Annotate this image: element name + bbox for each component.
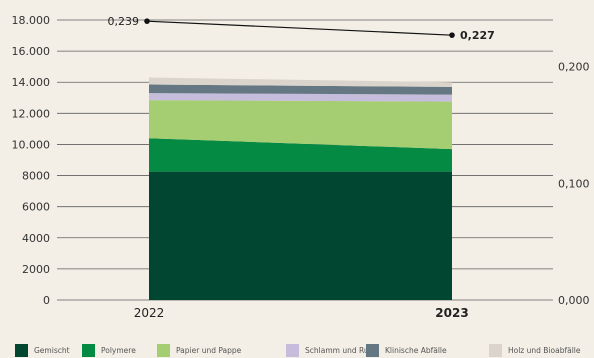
- y-left-tick-label: 6000: [22, 201, 50, 214]
- y-right-tick-label: 0,000: [558, 294, 590, 307]
- x-tick-label: 2022: [134, 306, 165, 320]
- legend-label: Gemischt: [34, 346, 70, 355]
- line-data-label: 0,227: [460, 29, 495, 42]
- y-left-tick-label: 2000: [22, 263, 50, 276]
- legend-item: Gemischt: [15, 344, 70, 357]
- legend-swatch: [157, 344, 170, 357]
- line-point: [144, 18, 150, 24]
- legend-label: Schlamm und Ruß: [305, 346, 374, 355]
- line-data-label: 0,239: [108, 15, 140, 28]
- left-axis-ticks: 0 2000 4000 6000 8000 10.000 12.000 14.000 16.00…: [12, 14, 51, 307]
- legend-item: Schlamm und Ruß: [286, 344, 373, 357]
- x-tick-label: 2023: [435, 306, 468, 320]
- area-schlamm-und-ru-: [149, 93, 452, 102]
- y-right-tick-label: 0,100: [558, 177, 590, 190]
- legend-label: Holz und Bioabfälle: [508, 346, 581, 355]
- y-left-tick-label: 14.000: [12, 76, 51, 89]
- line-point: [449, 32, 455, 38]
- y-left-tick-label: 10.000: [12, 138, 51, 151]
- area-klinische-abf-lle: [149, 84, 452, 95]
- legend-swatch: [366, 344, 379, 357]
- legend-swatch: [82, 344, 95, 357]
- y-left-tick-label: 8000: [22, 170, 50, 183]
- legend-item: Papier und Pappe: [157, 344, 241, 357]
- legend-swatch: [15, 344, 28, 357]
- y-left-tick-label: 18.000: [12, 14, 51, 27]
- area-holz-und-bioabf-lle: [149, 77, 452, 87]
- legend-item: Klinische Abfälle: [366, 344, 447, 357]
- y-left-tick-label: 0: [43, 294, 50, 307]
- intensity-line: 0,239 0,227: [108, 15, 495, 42]
- line-segment: [146, 20, 453, 36]
- legend-swatch: [489, 344, 502, 357]
- legend-item: Holz und Bioabfälle: [489, 344, 580, 357]
- stacked-areas: [149, 77, 452, 300]
- legend: Gemischt Polymere Papier und Pappe Schlamm …: [0, 340, 594, 358]
- right-axis-ticks: 0,000 0,100 0,200: [558, 61, 590, 307]
- y-left-tick-label: 4000: [22, 232, 50, 245]
- area-papier-und-pappe: [149, 100, 452, 150]
- area-gemischt: [149, 171, 452, 300]
- area-polymere: [149, 138, 452, 172]
- y-left-tick-label: 16.000: [12, 45, 51, 58]
- legend-label: Papier und Pappe: [176, 346, 242, 355]
- waste-chart: 0 2000 4000 6000 8000 10.000 12.000 14.000 16.00…: [12, 14, 590, 320]
- y-left-tick-label: 12.000: [12, 107, 51, 120]
- legend-label: Klinische Abfälle: [385, 346, 447, 355]
- x-axis-ticks: 2022 2023: [134, 306, 469, 320]
- legend-label: Polymere: [101, 346, 136, 355]
- y-right-tick-label: 0,200: [558, 61, 590, 74]
- legend-swatch: [286, 344, 299, 357]
- legend-item: Polymere: [82, 344, 136, 357]
